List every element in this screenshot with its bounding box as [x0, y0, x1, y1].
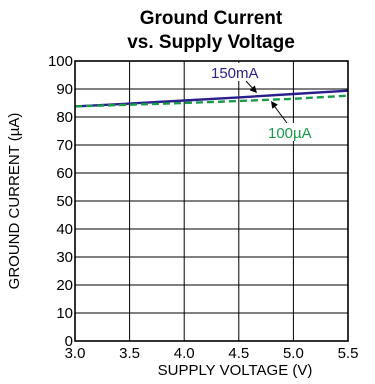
chart-title: Ground Current [140, 8, 283, 29]
y-tick-label: 100 [48, 53, 73, 70]
x-tick-label: 3.0 [65, 345, 86, 362]
y-tick-label: 0 [65, 333, 73, 350]
y-tick-label: 30 [56, 249, 73, 266]
series-label-100ua: 100µA [268, 125, 312, 142]
x-tick-label: 5.5 [338, 345, 359, 362]
label-backdrop [207, 63, 266, 81]
y-tick-labels: 0 10 20 30 40 50 60 70 80 90 100 [48, 53, 73, 350]
y-tick-label: 40 [56, 221, 73, 238]
plot-border [74, 60, 349, 342]
y-tick-label: 80 [56, 109, 73, 126]
x-tick-label: 4.5 [228, 345, 249, 362]
annotation-arrowhead [249, 85, 257, 93]
y-tick-label: 70 [56, 137, 73, 154]
x-tick-label: 3.5 [119, 345, 140, 362]
label-backdrop [265, 123, 317, 141]
x-tick-label: 4.0 [174, 345, 195, 362]
series-label-150ma: 150mA [211, 65, 259, 82]
x-axis-label: SUPPLY VOLTAGE (V) [158, 362, 313, 379]
y-tick-label: 10 [56, 305, 73, 322]
annotation-arrowhead [271, 101, 278, 109]
x-tick-label: 5.0 [283, 345, 304, 362]
series-lines [74, 89, 349, 108]
y-tick-label: 20 [56, 277, 73, 294]
series-line-100ua [74, 94, 349, 108]
annotations: 150mA 100µA [207, 63, 317, 142]
y-axis-label: GROUND CURRENT (µA) [6, 113, 23, 290]
y-tick-label: 90 [56, 81, 73, 98]
x-tick-labels: 3.0 3.5 4.0 4.5 5.0 5.5 [65, 345, 359, 362]
chart-subtitle: vs. Supply Voltage [127, 32, 295, 53]
y-tick-label: 50 [56, 193, 73, 210]
y-tick-label: 60 [56, 165, 73, 182]
plot-frame [74, 60, 349, 342]
